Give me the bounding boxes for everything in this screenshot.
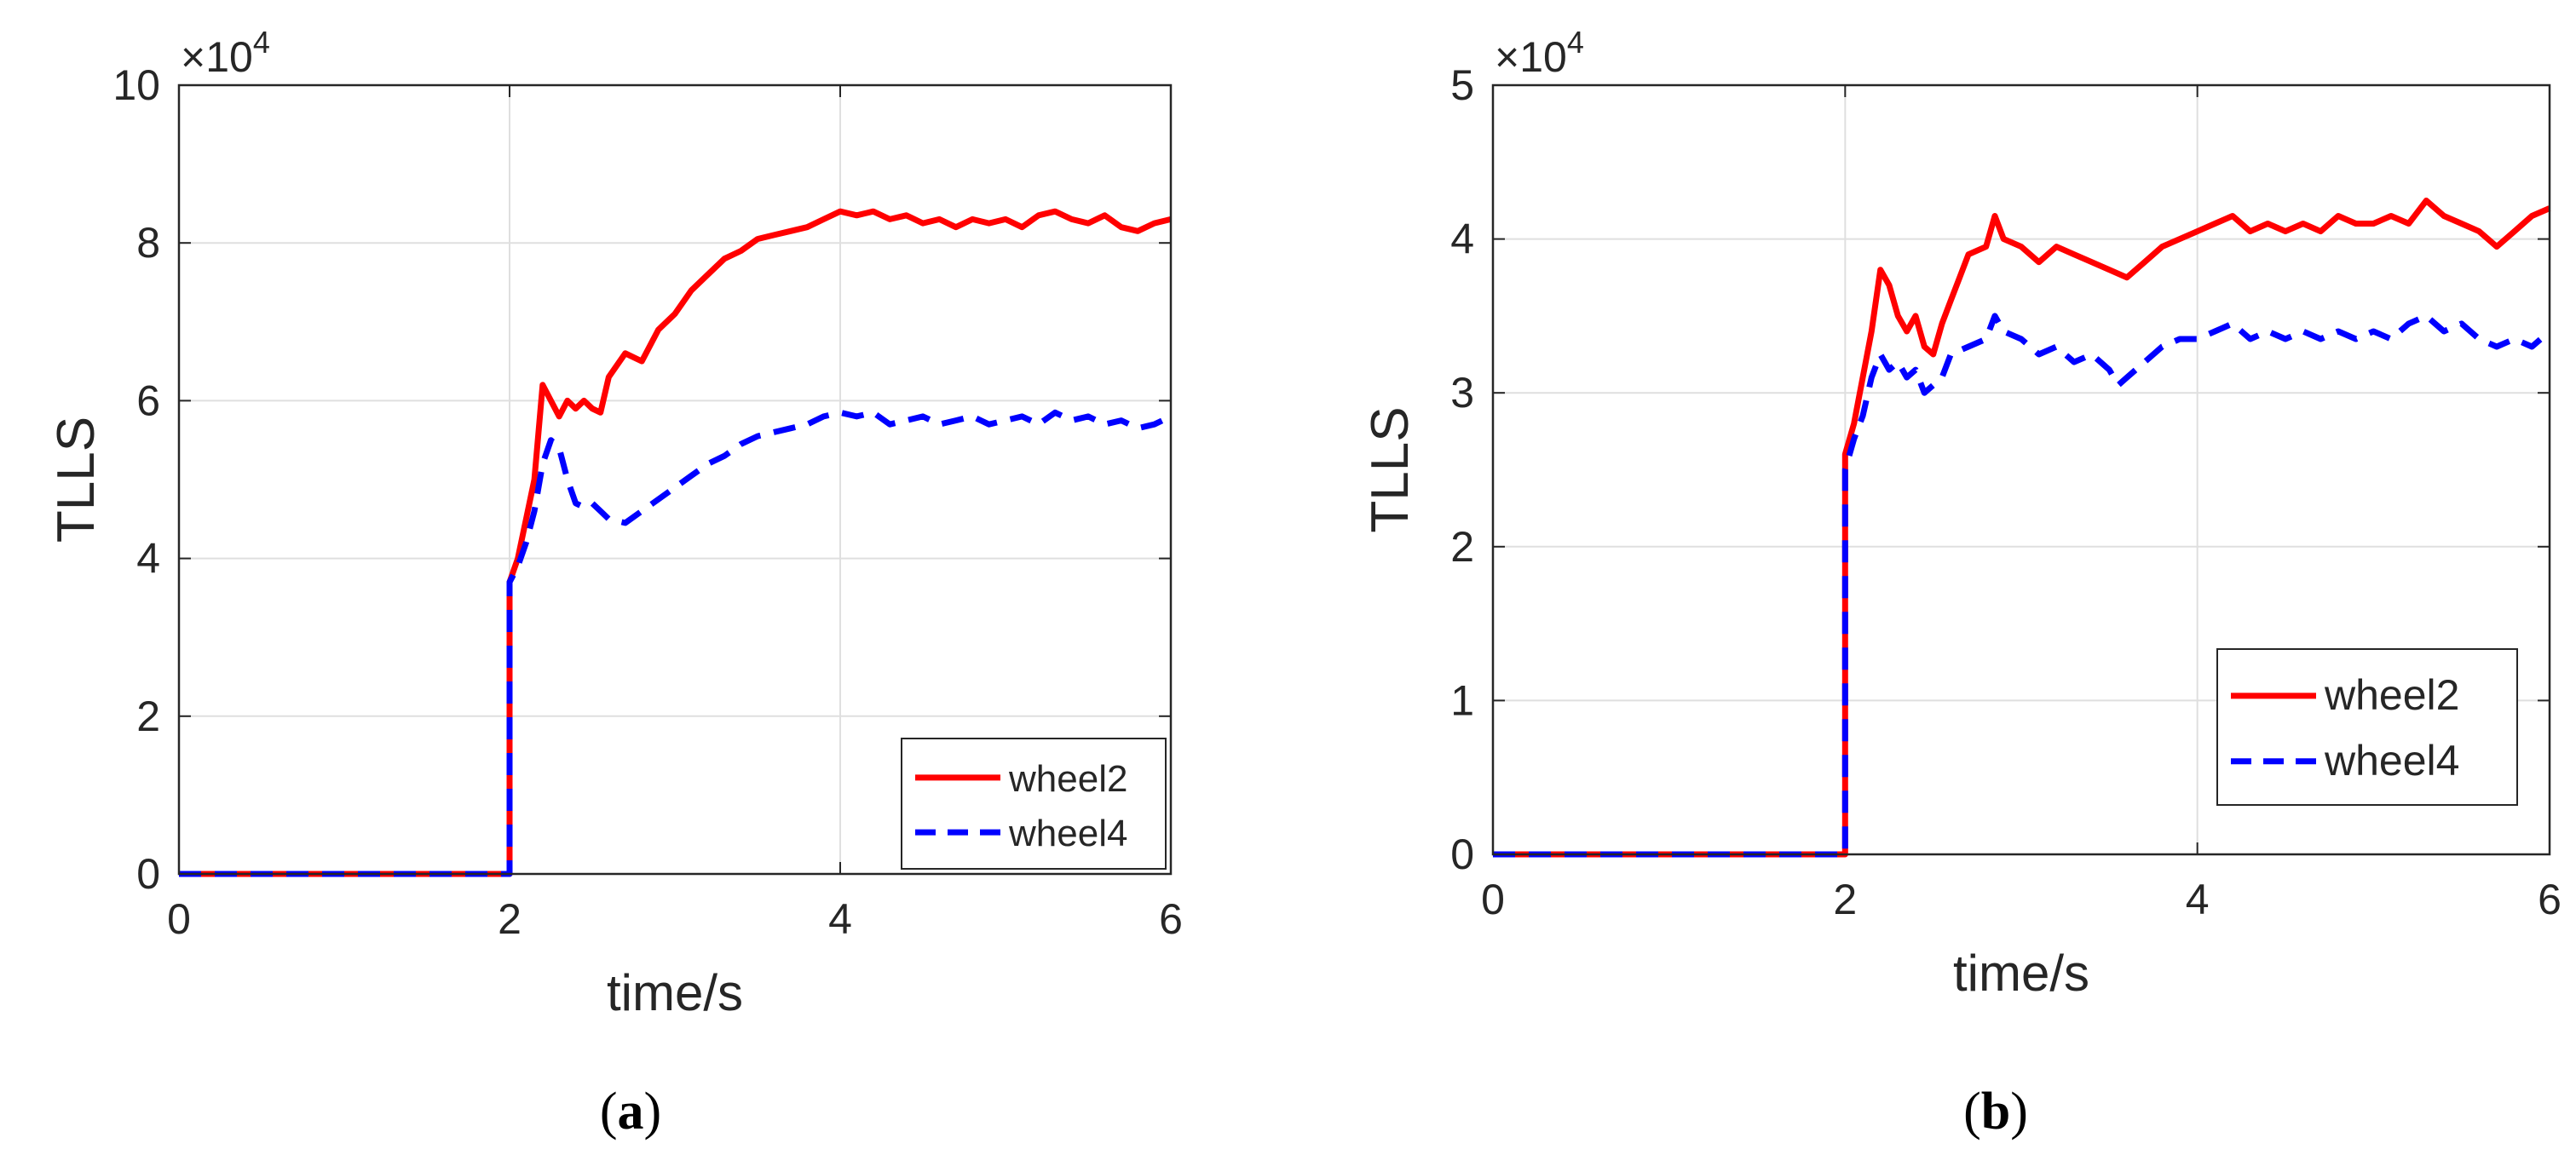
panel-caption: (a) xyxy=(600,1083,661,1141)
x-tick-label: 2 xyxy=(1833,876,1857,923)
legend-label-wheel4: wheel4 xyxy=(2324,737,2459,785)
legend-box xyxy=(2216,648,2518,806)
x-tick-label: 2 xyxy=(498,895,522,943)
x-tick-label: 0 xyxy=(1481,876,1505,923)
series-line-wheel2 xyxy=(179,208,1172,877)
y-tick-label: 1 xyxy=(1450,676,1474,724)
axes-frame xyxy=(1491,83,2551,856)
x-tick-label: 6 xyxy=(1159,895,1183,943)
y-tick-label: 4 xyxy=(1450,216,1474,263)
x-tick-label: 4 xyxy=(2186,876,2210,923)
y-scale-label: ×104 xyxy=(1495,25,1584,81)
y-tick-label: 2 xyxy=(1450,523,1474,571)
y-tick-label: 6 xyxy=(136,376,160,424)
x-axis-label: time/s xyxy=(1953,945,2089,1002)
y-scale-label: ×104 xyxy=(181,25,270,81)
y-tick-label: 8 xyxy=(136,219,160,267)
y-tick-label: 4 xyxy=(136,535,160,583)
y-tick-label: 0 xyxy=(136,850,160,898)
x-tick-label: 6 xyxy=(2538,876,2562,923)
axes-frame xyxy=(177,83,1173,876)
panel-b: 0 2 4 6 0 1 2 3 4 5 ×104 time/s TLLS wheel2 wheel4 (b) xyxy=(1361,25,2562,1141)
y-axis-label: TLLS xyxy=(1361,406,1420,532)
x-axis-label: time/s xyxy=(607,964,743,1021)
legend-label-wheel2: wheel2 xyxy=(1008,758,1127,800)
y-tick-label: 5 xyxy=(1450,61,1474,109)
legend-box xyxy=(901,738,1167,870)
y-tick-label: 0 xyxy=(1450,831,1474,878)
panel-a: 0 2 4 6 0 2 4 6 8 10 ×104 time/s TLLS wheel2 wheel4 (a) xyxy=(47,25,1183,1141)
legend-label-wheel2: wheel2 xyxy=(2324,671,2459,719)
y-tick-label: 10 xyxy=(112,61,160,109)
y-tick-label: 3 xyxy=(1450,369,1474,417)
legend-label-wheel4: wheel4 xyxy=(1008,813,1127,854)
x-tick-label: 0 xyxy=(167,895,191,943)
panel-caption: (b) xyxy=(1963,1083,2028,1141)
series-line-wheel2 xyxy=(1493,198,2551,858)
series-line-wheel4 xyxy=(1493,313,2552,858)
y-axis-label: TLLS xyxy=(47,417,106,543)
series-line-wheel4 xyxy=(179,409,1173,877)
x-tick-label: 4 xyxy=(828,895,852,943)
y-tick-label: 2 xyxy=(136,693,160,740)
